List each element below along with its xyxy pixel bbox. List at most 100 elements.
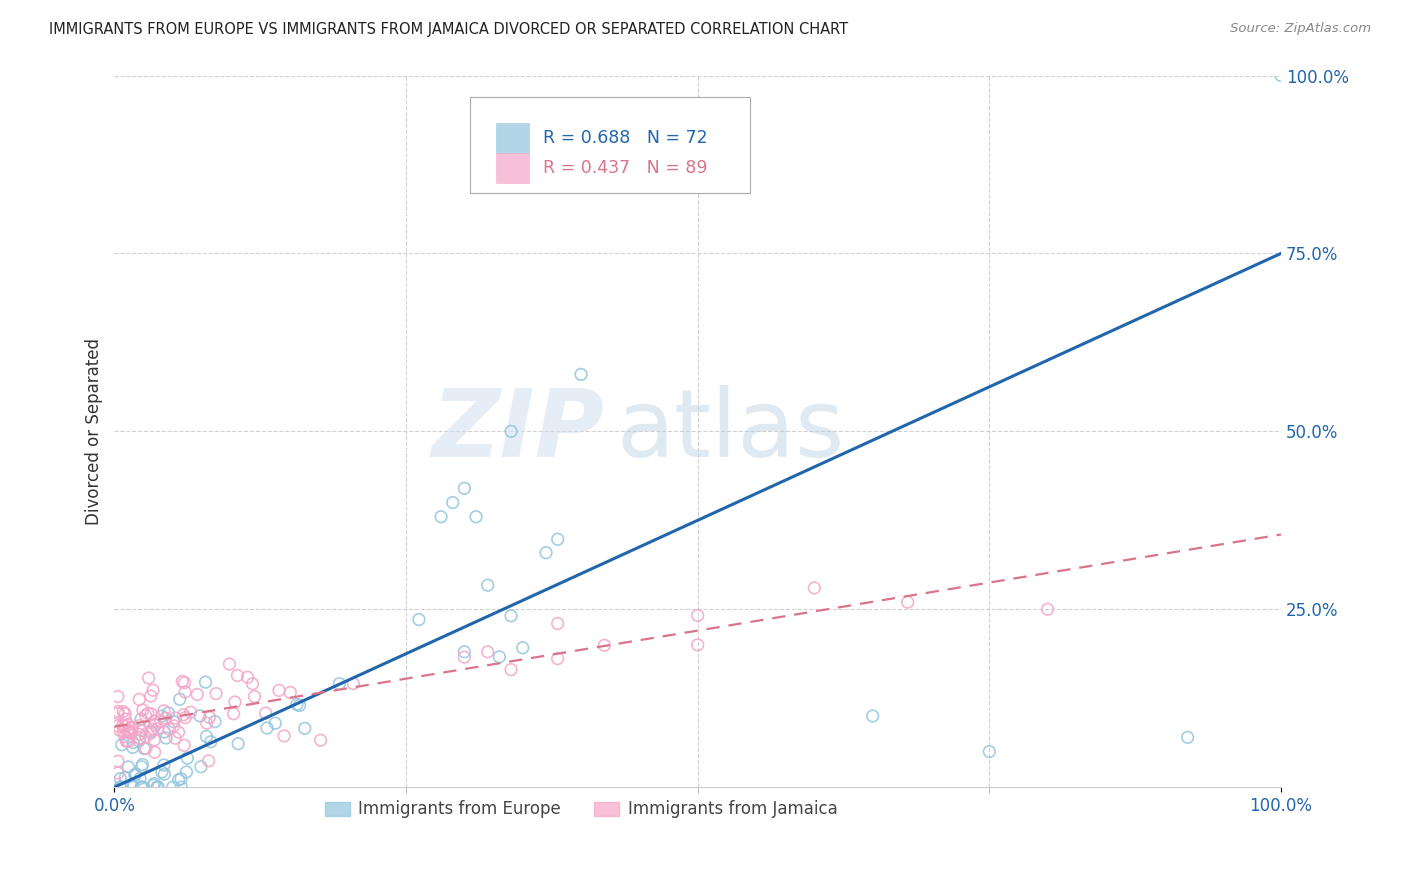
Point [593,638,616,652]
Point [128,734,150,748]
Text: ZIP: ZIP [432,385,605,477]
Point [155,711,177,725]
Point [132,703,155,717]
Point [173,707,195,722]
Point [162,780,184,794]
Point [143,718,166,732]
Point [134,741,156,756]
Point [224,695,246,709]
Point [110,772,132,786]
Text: R = 0.437   N = 89: R = 0.437 N = 89 [543,159,707,177]
Point [190,760,212,774]
Point [342,676,364,690]
Point [143,776,166,790]
Point [169,692,191,706]
Point [499,608,522,623]
Point [131,780,153,794]
Point [122,780,145,794]
Point [110,780,132,794]
Point [142,683,165,698]
Point [267,683,290,698]
Point [114,719,136,733]
Point [121,740,143,755]
Point [328,676,350,690]
Point [430,509,453,524]
Point [114,706,136,721]
Point [170,772,193,786]
Point [162,714,184,729]
Point [453,645,475,659]
Point [477,578,499,592]
Point [136,706,159,721]
Point [1270,69,1292,83]
Point [128,727,150,741]
Point [139,706,162,721]
Point [200,735,222,749]
Point [488,649,510,664]
Point [117,724,139,739]
Point [547,651,569,665]
Point [195,716,218,731]
Point [149,714,172,729]
Point [862,709,884,723]
Point [1036,602,1059,616]
Point [117,760,139,774]
Point [534,546,557,560]
Point [131,723,153,738]
Point [115,734,138,748]
Point [143,714,166,728]
Point [120,725,142,739]
Point [139,689,162,703]
Point [499,663,522,677]
Point [118,723,141,738]
Point [118,726,141,740]
Point [285,698,308,712]
Point [174,685,197,699]
Point [128,731,150,746]
Point [111,738,134,752]
Point [408,613,430,627]
Point [139,726,162,740]
Point [115,734,138,748]
Point [129,772,152,786]
Point [547,616,569,631]
FancyBboxPatch shape [496,153,529,183]
Point [114,712,136,726]
Point [148,780,170,794]
Point [153,704,176,718]
Point [150,764,173,779]
Point [118,734,141,748]
FancyBboxPatch shape [496,123,529,153]
Point [188,709,211,723]
Point [803,581,825,595]
Text: atlas: atlas [616,385,844,477]
Point [243,690,266,704]
Point [167,772,190,787]
Point [122,736,145,750]
Point [155,731,177,745]
Point [135,730,157,744]
Point [309,733,332,747]
Point [453,481,475,495]
Point [264,716,287,731]
Point [897,595,920,609]
Point [110,780,132,794]
Point [124,767,146,781]
Point [465,509,488,524]
Point [222,706,245,721]
Point [194,675,217,690]
Point [226,668,249,682]
Point [107,719,129,733]
Point [226,737,249,751]
Point [172,674,194,689]
Point [107,754,129,768]
Point [107,705,129,719]
Point [441,495,464,509]
Point [120,721,142,735]
Point [131,757,153,772]
Point [141,723,163,737]
Point [173,739,195,753]
Point [686,608,709,623]
Point [477,645,499,659]
Point [139,724,162,739]
